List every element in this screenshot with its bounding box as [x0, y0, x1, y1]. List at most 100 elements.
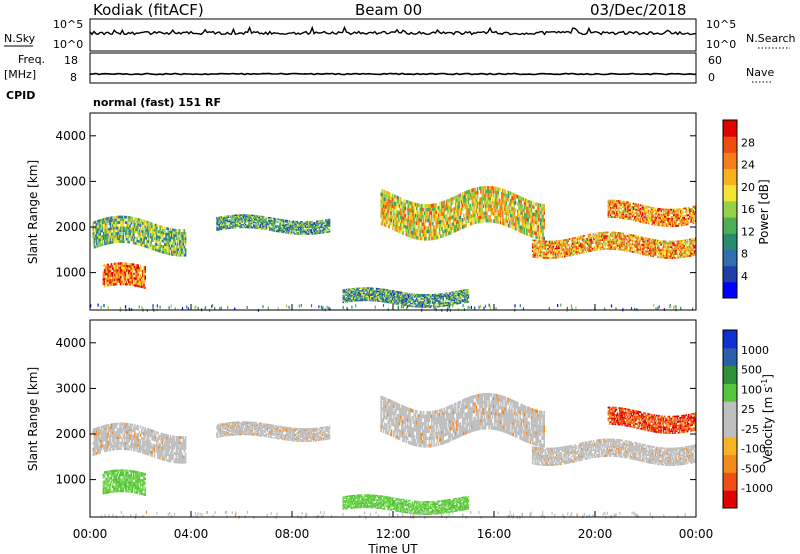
power-echo-cell [162, 237, 165, 240]
power-echo-cell [136, 231, 138, 235]
power-echo-cell [363, 288, 365, 291]
power-echo-cell [640, 251, 643, 253]
power-echo-cell [222, 222, 224, 225]
power-echo-cell [599, 246, 602, 249]
power-echo-cell [505, 215, 508, 220]
power-echo-cell [676, 224, 679, 227]
power-echo-cell [660, 208, 662, 211]
power-echo-cell [168, 247, 171, 250]
power-echo-cell [545, 246, 548, 248]
power-echo-cell [142, 244, 144, 247]
power-echo-cell [685, 214, 688, 217]
power-echo-cell [420, 214, 423, 219]
power-echo-cell [650, 245, 652, 248]
power-echo-cell [674, 212, 676, 215]
power-echo-cell [145, 223, 148, 226]
power-echo-cell [604, 237, 606, 239]
power-echo-cell [489, 189, 491, 194]
power-echo-cell [109, 267, 112, 271]
power-echo-cell [144, 270, 146, 273]
power-echo-cell [658, 249, 660, 251]
power-echo-cell [611, 216, 613, 218]
power-echo-cell [124, 232, 127, 235]
power-echo-cell [534, 245, 536, 247]
power-echo-cell [387, 198, 389, 203]
power-echo-cell [388, 199, 390, 203]
power-echo-cell [590, 248, 592, 250]
power-echo-cell [420, 203, 423, 208]
power-echo-cell [106, 268, 108, 271]
power-echo-cell [388, 221, 390, 225]
power-echo-cell [658, 247, 660, 249]
power-echo-cell [504, 222, 506, 226]
power-echo-cell [566, 242, 568, 245]
power-echo-cell [646, 207, 649, 210]
power-echo-cell [612, 216, 614, 218]
power-echo-cell [216, 229, 218, 231]
power-echo-cell [492, 208, 495, 212]
power-echo-cell [171, 252, 173, 256]
station-title: Kodiak (fitACF) [93, 1, 204, 19]
power-echo-cell [669, 249, 672, 252]
power-echo-cell [312, 223, 315, 225]
power-echo-cell [387, 224, 389, 228]
power-echo-cell [504, 218, 506, 223]
power-echo-cell [463, 224, 465, 229]
power-echo-cell [142, 235, 144, 239]
power-echo-cell [597, 237, 599, 240]
power-echo-cell [667, 221, 669, 224]
power-echo-cell [650, 219, 652, 222]
power-echo-cell [582, 251, 584, 254]
power-echo-cell [581, 242, 583, 245]
power-echo-cell [365, 294, 368, 296]
power-echo-cell [115, 267, 117, 270]
power-echo-cell [177, 251, 180, 254]
power-echo-cell [124, 221, 127, 224]
power-echo-cell [650, 212, 652, 214]
power-echo-cell [169, 230, 172, 234]
power-echo-cell [514, 215, 517, 220]
power-echo-cell [671, 208, 674, 211]
power-echo-cell [536, 245, 539, 248]
power-echo-cell [631, 234, 634, 237]
power-echo-cell [639, 213, 642, 216]
power-echo-cell [581, 244, 583, 247]
power-echo-cell [141, 243, 143, 247]
freq-trace [89, 72, 696, 76]
power-echo-cell [356, 295, 358, 298]
power-echo-cell [410, 216, 412, 220]
power-echo-cell [418, 232, 420, 237]
power-echo-cell [468, 193, 471, 197]
power-echo-cell [184, 242, 187, 246]
power-echo-cell [182, 243, 185, 246]
power-echo-cell [688, 214, 690, 216]
power-echo-cell [285, 219, 287, 222]
power-echo-cell [534, 256, 536, 258]
power-echo-cell [128, 262, 130, 266]
power-echo-cell [652, 253, 654, 256]
power-echo-cell [562, 243, 565, 245]
power-echo-cell [344, 294, 347, 296]
power-echo-cell [678, 222, 681, 225]
power-echo-cell [451, 200, 454, 205]
power-echo-cell [684, 246, 687, 249]
power-echo-cell [128, 274, 130, 277]
power-echo-cell [121, 229, 123, 232]
power-echo-cell [690, 208, 692, 211]
power-echo-cell [527, 199, 529, 204]
power-echo-cell [424, 211, 426, 216]
power-echo-cell [572, 250, 574, 253]
power-echo-cell [619, 202, 621, 204]
power-echo-cell [611, 238, 613, 241]
power-echo-cell [609, 233, 612, 236]
power-echo-cell [97, 230, 99, 234]
power-echo-cell [596, 234, 598, 237]
power-echo-cell [654, 212, 657, 215]
power-echo-cell [689, 249, 691, 252]
power-echo-cell [519, 199, 521, 204]
power-echo-cell [691, 220, 693, 223]
power-echo-cell [419, 218, 421, 222]
power-echo-cell [651, 210, 653, 213]
power-echo-cell [265, 219, 268, 221]
power-echo-cell [412, 202, 415, 206]
